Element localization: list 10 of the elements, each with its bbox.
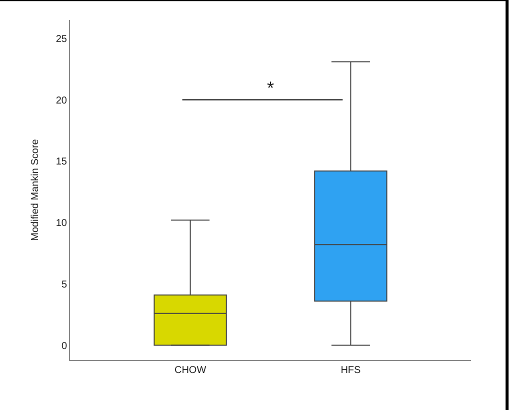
y-tick-label: 10 xyxy=(56,218,68,230)
y-axis-title: Modified Mankin Score xyxy=(30,138,41,241)
y-tick-label: 15 xyxy=(56,156,68,168)
x-tick-label: HFS xyxy=(340,365,362,376)
y-tick-label: 25 xyxy=(56,34,68,45)
y-tick-label: 0 xyxy=(61,340,68,352)
y-tick-label: 5 xyxy=(61,279,68,290)
annotation: * xyxy=(267,78,274,98)
y-tick-label: 20 xyxy=(56,95,68,106)
x-tick-label: CHOW xyxy=(174,365,207,376)
